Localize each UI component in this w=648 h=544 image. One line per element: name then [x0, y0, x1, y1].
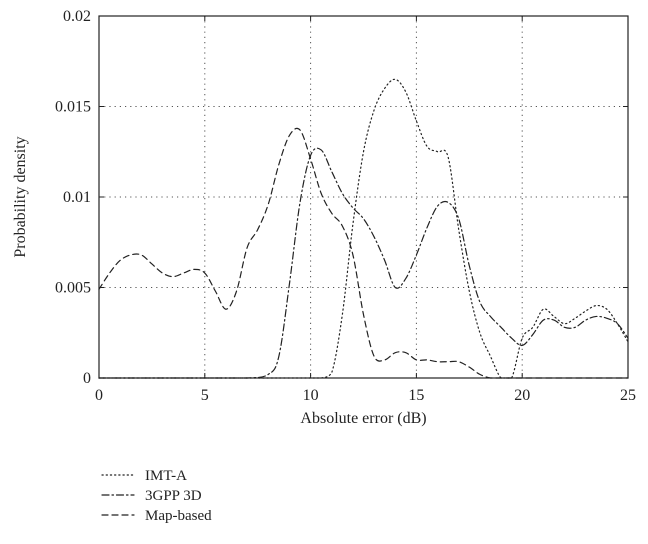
y-tick-label: 0.005	[55, 280, 91, 297]
x-tick-label: 20	[514, 387, 530, 404]
x-tick-label: 5	[201, 387, 209, 404]
tick-layer: 0 5 10 15 20 25 0 0.005 0.01 0.015 0.02	[55, 8, 636, 404]
legend-label-map-based: Map-based	[145, 508, 212, 524]
x-tick-label: 15	[408, 387, 424, 404]
legend: IMT-A 3GPP 3D Map-based	[101, 468, 212, 524]
y-tick-label: 0.02	[63, 8, 91, 25]
x-tick-label: 0	[95, 387, 103, 404]
y-tick-label: 0	[83, 370, 91, 387]
series-line-map-based	[98, 127, 629, 379]
x-axis-label: Absolute error (dB)	[300, 410, 426, 427]
series-line-imt-a	[98, 78, 629, 379]
y-tick-label: 0.015	[55, 99, 91, 116]
legend-label-imt-a: IMT-A	[145, 468, 187, 484]
x-tick-label: 25	[620, 387, 636, 404]
series-line-3gpp-3d	[98, 147, 629, 379]
legend-label-3gpp-3d: 3GPP 3D	[145, 488, 202, 504]
series-layer	[98, 78, 629, 379]
x-tick-label: 10	[303, 387, 319, 404]
y-tick-label: 0.01	[63, 189, 91, 206]
y-axis-label: Probability density	[12, 136, 29, 257]
plot-frame	[98, 15, 629, 379]
grid-layer	[99, 16, 628, 378]
